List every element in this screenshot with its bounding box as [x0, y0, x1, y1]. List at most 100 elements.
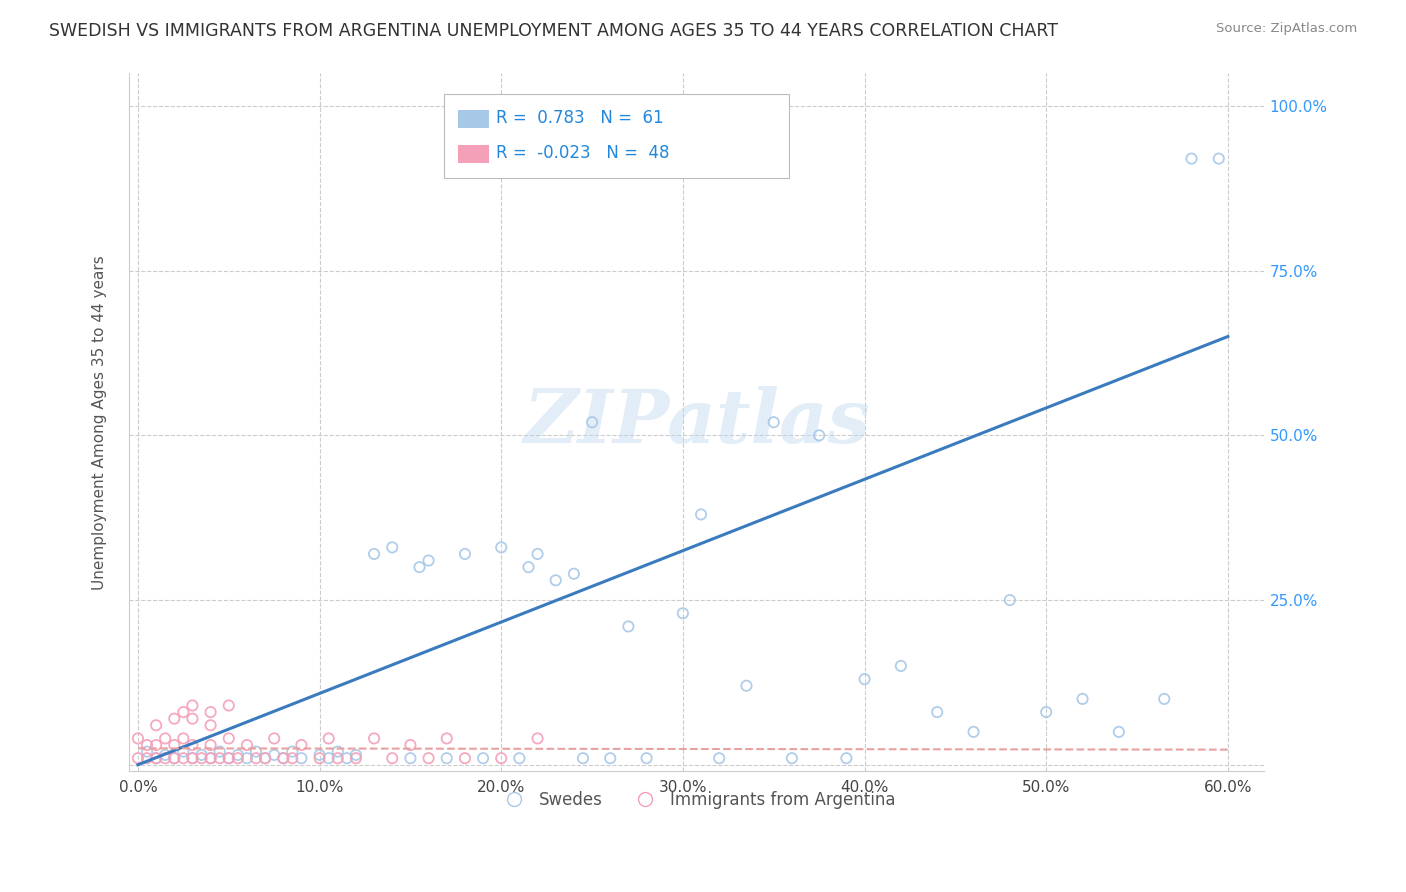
Point [218, 698, 240, 713]
Point [336, 751, 359, 765]
Point [218, 731, 240, 746]
Point [408, 560, 430, 574]
Point [318, 731, 340, 746]
Point [136, 751, 159, 765]
Point [181, 751, 204, 765]
Point [172, 751, 194, 765]
Point [290, 738, 312, 752]
Point [526, 547, 548, 561]
Point [181, 751, 204, 765]
Point [163, 751, 186, 765]
Point [890, 659, 912, 673]
Point [508, 751, 530, 765]
Point [399, 738, 422, 752]
Point [344, 751, 367, 765]
Point [245, 745, 267, 759]
Point [491, 541, 513, 555]
Point [136, 738, 159, 752]
Text: R =  0.783   N =  61: R = 0.783 N = 61 [496, 109, 664, 127]
Point [127, 751, 149, 765]
Point [927, 705, 949, 719]
Point [145, 751, 167, 765]
Point [517, 560, 540, 574]
Point [381, 541, 404, 555]
Point [363, 547, 385, 561]
Point [145, 738, 167, 752]
Point [1208, 152, 1230, 166]
Point [218, 751, 240, 765]
Point [762, 415, 785, 429]
Point [808, 428, 831, 442]
Legend: Swedes, Immigrants from Argentina: Swedes, Immigrants from Argentina [491, 784, 903, 815]
Point [218, 751, 240, 765]
Point [163, 738, 186, 752]
Text: R =  -0.023   N =  48: R = -0.023 N = 48 [496, 145, 669, 162]
Point [163, 751, 186, 765]
Point [436, 731, 458, 746]
Point [254, 751, 277, 765]
Point [136, 745, 159, 759]
Point [636, 751, 658, 765]
Point [308, 747, 330, 762]
Point [254, 751, 277, 765]
Point [399, 751, 422, 765]
Point [572, 751, 595, 765]
Point [344, 747, 367, 762]
Text: Source: ZipAtlas.com: Source: ZipAtlas.com [1216, 22, 1357, 36]
Point [599, 751, 621, 765]
Point [153, 751, 176, 765]
Point [326, 745, 349, 759]
Point [200, 751, 222, 765]
Point [145, 751, 167, 765]
Point [1153, 692, 1175, 706]
Point [581, 415, 603, 429]
Point [1108, 724, 1130, 739]
Point [672, 607, 695, 621]
Point [381, 751, 404, 765]
Point [263, 747, 285, 762]
Point [208, 745, 231, 759]
Point [281, 745, 304, 759]
Point [709, 751, 731, 765]
Point [281, 751, 304, 765]
Point [290, 751, 312, 765]
Point [271, 751, 294, 765]
Point [617, 619, 640, 633]
Point [363, 731, 385, 746]
Point [318, 751, 340, 765]
Point [263, 731, 285, 746]
Point [562, 566, 585, 581]
Y-axis label: Unemployment Among Ages 35 to 44 years: Unemployment Among Ages 35 to 44 years [93, 255, 107, 590]
Point [853, 672, 876, 686]
Point [326, 751, 349, 765]
Point [472, 751, 495, 765]
Point [690, 508, 713, 522]
Point [172, 731, 194, 746]
Point [1180, 152, 1202, 166]
Point [172, 705, 194, 719]
Point [200, 751, 222, 765]
Point [418, 553, 440, 567]
Point [200, 705, 222, 719]
Point [153, 731, 176, 746]
Point [145, 718, 167, 732]
Point [163, 712, 186, 726]
Point [153, 747, 176, 762]
Point [200, 738, 222, 752]
Point [208, 751, 231, 765]
Point [181, 738, 204, 752]
Point [1035, 705, 1057, 719]
Point [544, 574, 567, 588]
Point [190, 747, 212, 762]
Point [735, 679, 758, 693]
Point [308, 751, 330, 765]
Point [491, 751, 513, 765]
Point [271, 751, 294, 765]
Text: SWEDISH VS IMMIGRANTS FROM ARGENTINA UNEMPLOYMENT AMONG AGES 35 TO 44 YEARS CORR: SWEDISH VS IMMIGRANTS FROM ARGENTINA UNE… [49, 22, 1059, 40]
Point [454, 751, 477, 765]
Point [181, 698, 204, 713]
Point [200, 718, 222, 732]
Point [436, 751, 458, 765]
Point [236, 751, 259, 765]
Point [835, 751, 858, 765]
